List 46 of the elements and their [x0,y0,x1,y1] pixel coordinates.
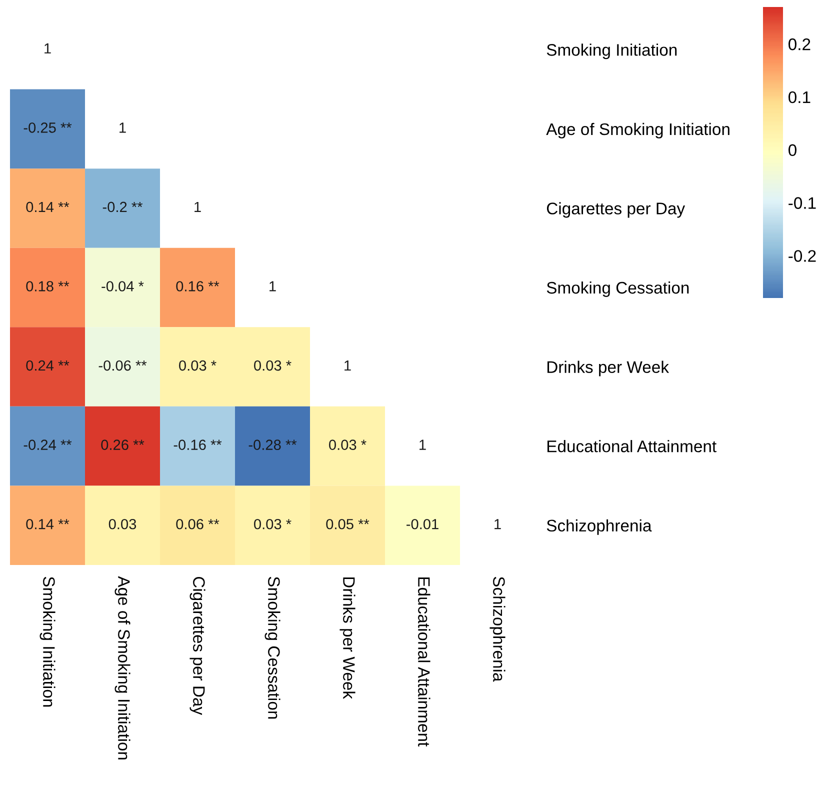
data-label: -0.06 ** [98,360,147,371]
text: 1 [194,202,201,212]
y-tick-label: Age of Smoking Initiation [546,122,730,138]
color-bar-label: 0 [788,144,796,156]
data-label: 0.26 ** [101,440,144,450]
y-tick-label: Smoking Cessation [546,281,689,297]
data-label: 0.06 ** [176,518,220,530]
color-bar-label: 0.1 [788,91,810,104]
x-tick-label: Drinks per Week [340,577,356,700]
data-label: 0.18 ** [26,281,70,292]
text: 1 [120,122,126,133]
data-label: 0.16 ** [176,281,220,292]
x-tick-label: Smoking Initiation [40,576,56,707]
x-tick-label: Smoking Cessation [264,576,280,719]
data-label: 0.03 * [254,518,292,530]
y-tick-label: Smoking Initiation [546,44,677,60]
data-label: 0.05 ** [326,518,370,530]
data-label: -0.25 ** [24,122,72,133]
color-bar-label: 0.2 [788,38,810,50]
data-label: -0.28 ** [248,440,297,450]
data-label: -0.01 [406,518,438,530]
y-tick-label: Schizophrenia [546,519,652,535]
text: 1 [494,519,501,530]
text: 1 [270,281,276,292]
data-label: 0.14 ** [26,518,70,530]
data-label: -0.2 ** [102,202,143,212]
x-tick-label: Educational Attainment [418,577,430,746]
data-label: 0.24 ** [26,360,70,371]
data-label: 0.03 [108,518,136,530]
y-tick-label: Drinks per Week [547,360,670,376]
data-label: -0.04 * [102,281,144,292]
text: 1 [420,440,426,450]
text: 1 [44,43,51,54]
data-label: -0.16 ** [174,440,222,450]
data-label: -0.24 ** [24,440,72,450]
y-tick-label: Educational Attainment [547,440,716,452]
x-tick-label: Age of Smoking Initiation [114,576,130,760]
color-bar-label: -0.1 [788,197,816,209]
color-bar-label: -0.2 [788,250,816,262]
y-tick-label: Cigarettes per Day [546,202,686,218]
data-label: 0.03 * [254,360,292,371]
x-tick-label: Cigarettes per Day [190,576,206,716]
data-label: 0.03 * [179,360,216,371]
data-label: 0.14 ** [26,202,70,212]
text: 1 [344,360,351,371]
data-label: 0.03 * [329,440,366,450]
